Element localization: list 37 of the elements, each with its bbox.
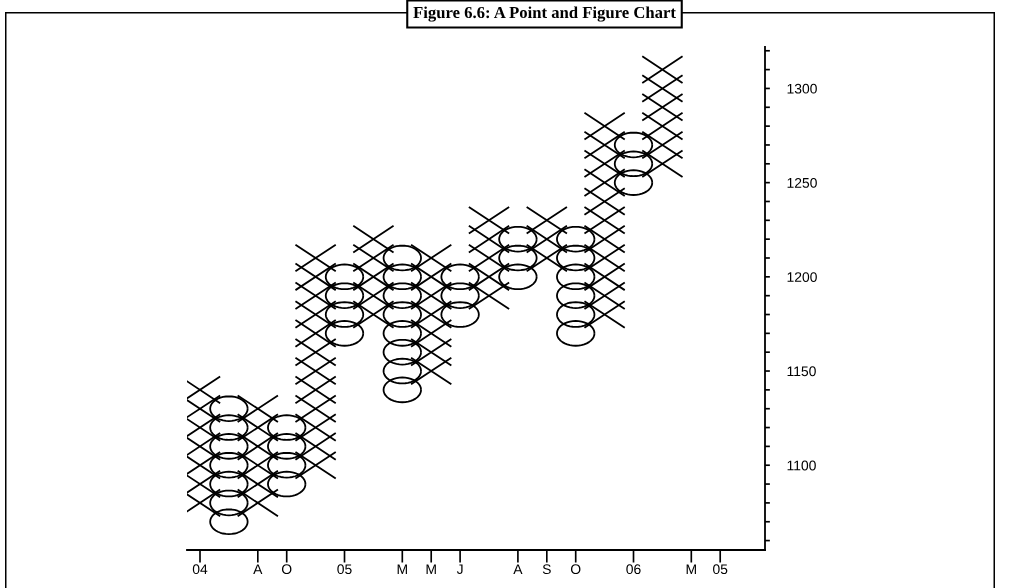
x-tick-label: J — [456, 564, 463, 575]
chart-title: Figure 6.6: A Point and Figure Chart — [413, 6, 676, 22]
y-tick-label: 1150 — [787, 366, 816, 377]
x-tick-label: 04 — [192, 564, 208, 575]
point — [209, 508, 249, 536]
x-tick-label: M — [426, 564, 436, 574]
point — [498, 244, 538, 272]
x-tick-label: 06 — [626, 564, 641, 575]
point — [382, 357, 422, 385]
x-tick-label: S — [542, 564, 551, 575]
point — [382, 376, 422, 404]
point — [382, 338, 422, 366]
point — [267, 470, 307, 498]
point — [209, 451, 249, 479]
point — [209, 489, 249, 517]
point — [440, 263, 480, 291]
x-tick-label: O — [281, 564, 292, 575]
y-tick-label: 1300 — [787, 83, 817, 94]
x-tick-label: M — [686, 564, 696, 574]
y-tick-label: 1200 — [787, 272, 817, 282]
point — [382, 244, 422, 272]
point — [498, 225, 538, 253]
x-tick-label: 05 — [713, 564, 728, 575]
point — [267, 451, 307, 479]
y-tick-label: 1100 — [787, 460, 816, 471]
point — [556, 263, 596, 291]
x-tick-label: O — [570, 564, 581, 575]
x-tick-label: 05 — [337, 564, 352, 575]
x-tick-label: A — [513, 564, 523, 574]
x-tick-label: M — [397, 564, 407, 574]
point — [382, 263, 422, 291]
point — [498, 263, 538, 291]
point — [556, 244, 596, 272]
point — [556, 225, 596, 253]
y-tick-label: 1250 — [787, 177, 817, 188]
point — [209, 470, 249, 498]
x-tick-label: A — [253, 564, 263, 574]
